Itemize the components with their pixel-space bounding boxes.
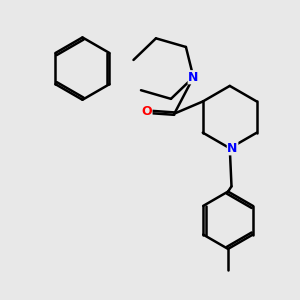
Text: N: N bbox=[227, 142, 238, 155]
Text: O: O bbox=[141, 105, 152, 119]
Text: N: N bbox=[188, 71, 199, 84]
